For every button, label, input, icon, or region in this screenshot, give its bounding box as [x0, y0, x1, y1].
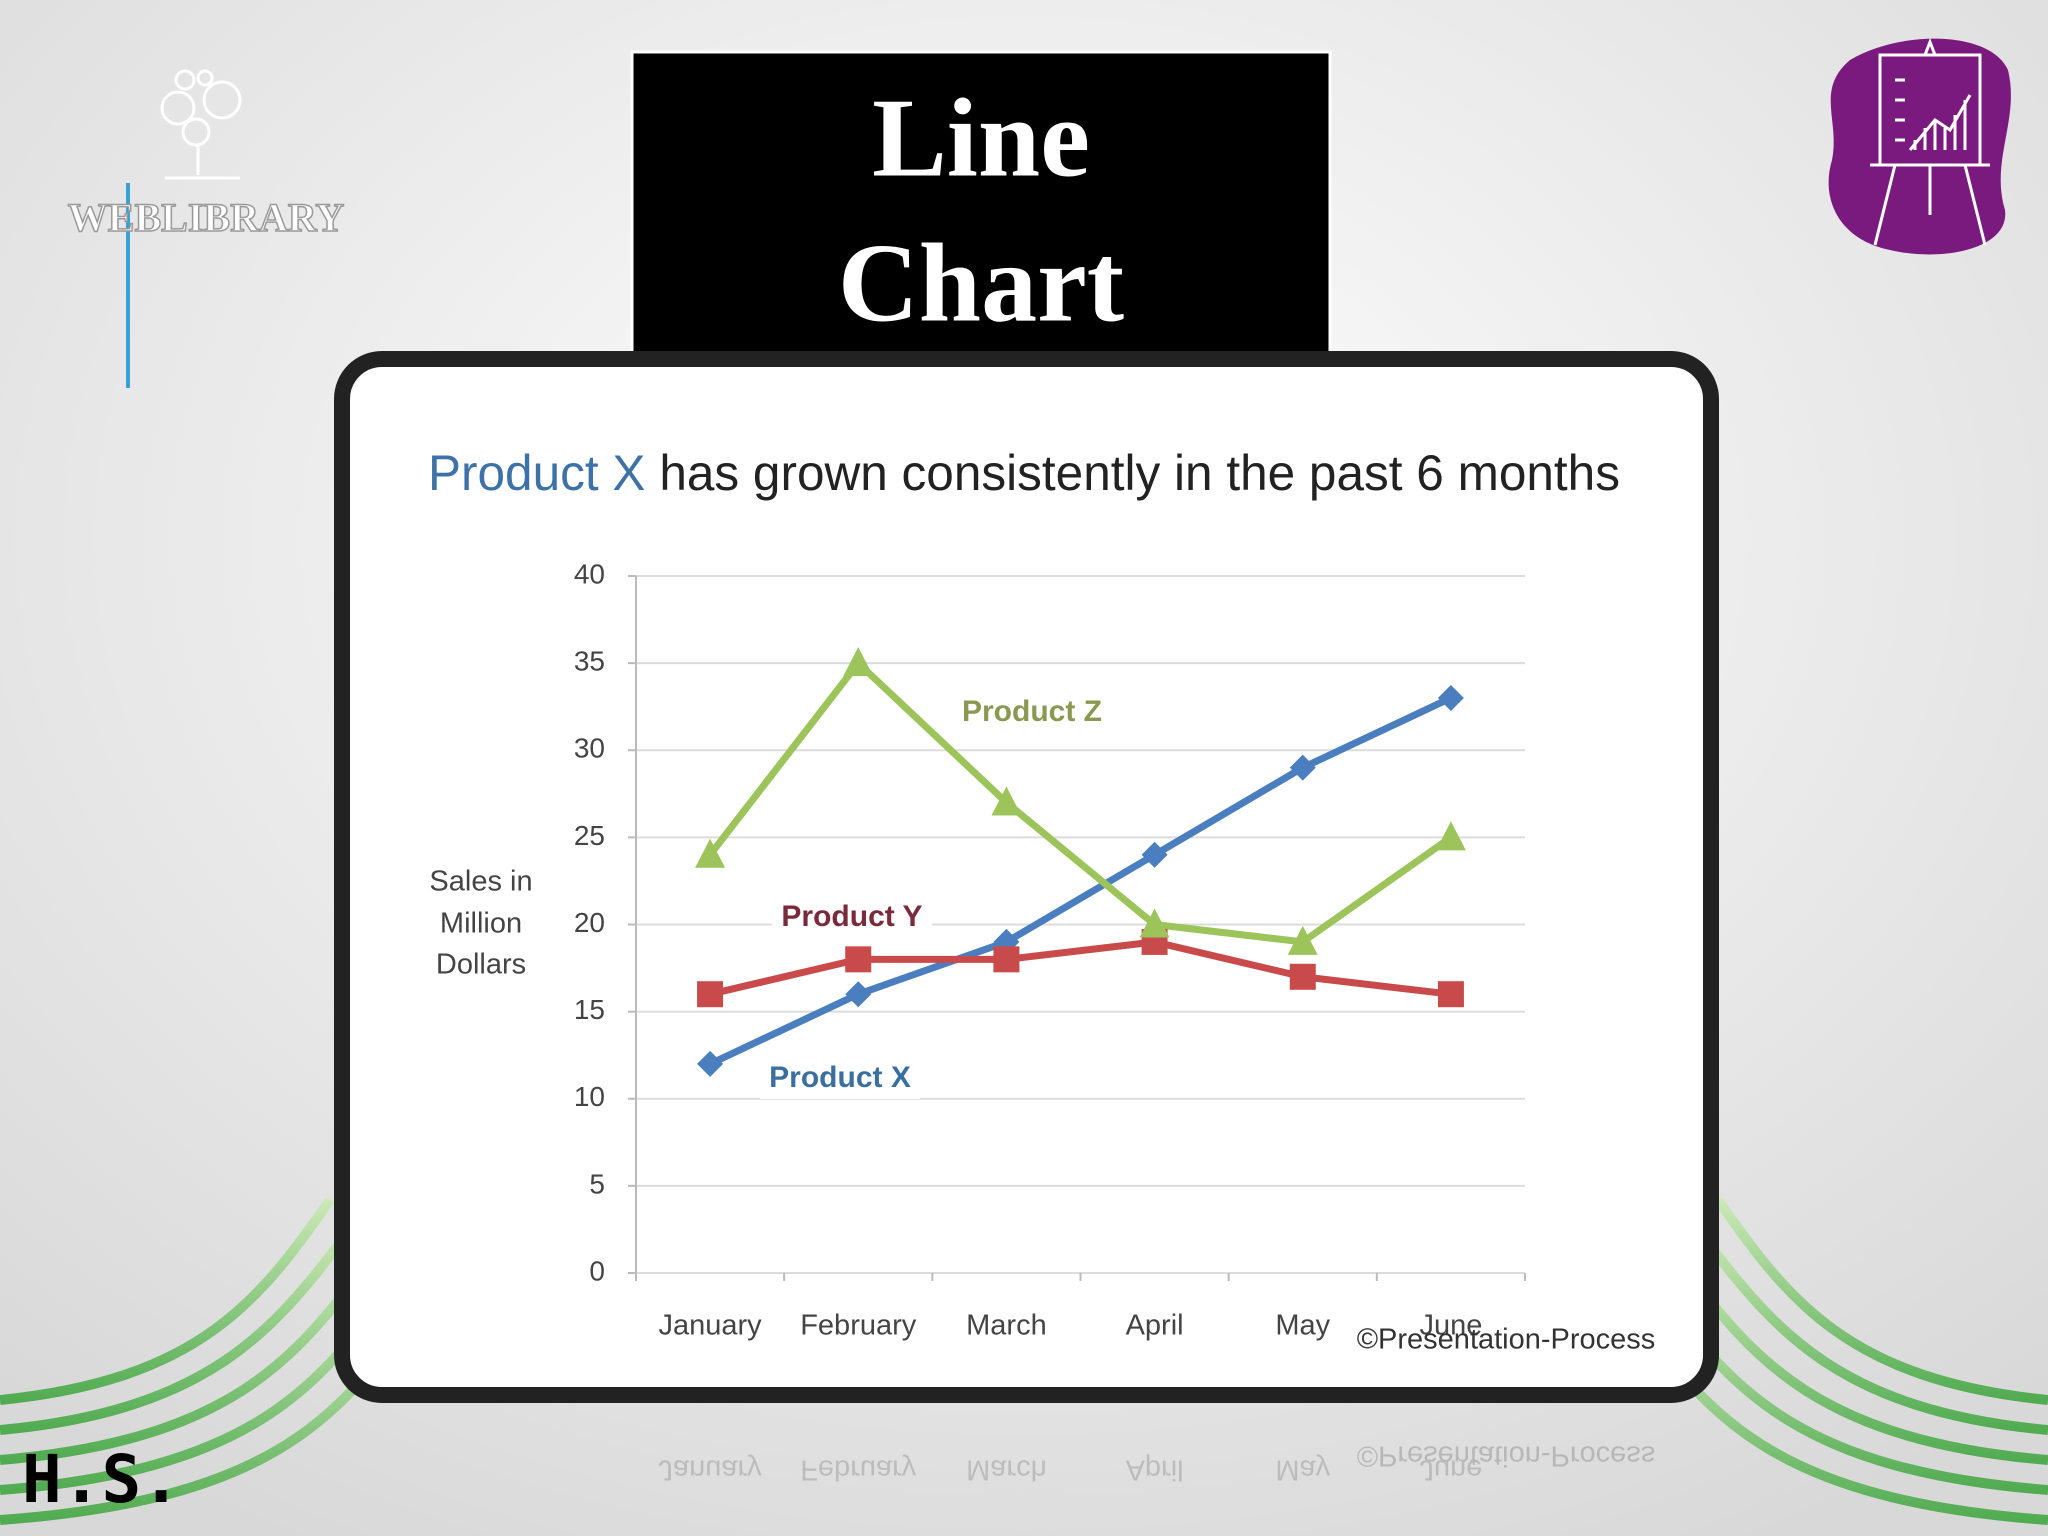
x-tick-label: April	[1126, 1310, 1184, 1342]
x-tick-label-reflection: April	[1126, 1453, 1184, 1485]
y-axis-label: Million	[440, 908, 522, 940]
marker	[697, 981, 724, 1008]
y-tick-label: 0	[589, 1255, 605, 1286]
source-reflection: ©Presentation-Process	[1357, 1439, 1656, 1471]
series-label-bg	[760, 1059, 920, 1099]
y-tick-label: 10	[574, 1081, 605, 1112]
series-label: Product Y	[781, 900, 922, 933]
reflection: January February March April May June©Present…	[658, 1439, 1655, 1485]
x-tick-label-reflection: May	[1275, 1453, 1330, 1485]
y-axis-label: Dollars	[436, 949, 526, 981]
marker	[993, 946, 1020, 973]
y-axis-label: Sales in	[429, 866, 532, 898]
marker	[843, 647, 874, 677]
x-tick-label: June	[1419, 1310, 1482, 1342]
marker	[1139, 908, 1170, 938]
y-tick-label: 35	[574, 646, 605, 677]
signature: H.S.	[22, 1441, 181, 1518]
chart-card	[334, 351, 1719, 1403]
chart-title-rest: has grown consistently in the past 6 mon…	[659, 445, 1620, 501]
y-tick-label: 5	[589, 1168, 605, 1199]
chart-title-highlight: Product X	[428, 445, 645, 501]
logo-icon	[160, 69, 242, 180]
series-label: Product X	[769, 1061, 911, 1094]
y-tick-label: 30	[574, 733, 605, 764]
x-tick-label: February	[800, 1310, 917, 1342]
marker	[1437, 684, 1464, 711]
x-tick-label: May	[1275, 1310, 1330, 1342]
marker	[1287, 925, 1318, 955]
marker	[1141, 841, 1168, 868]
marker	[845, 981, 872, 1008]
slide-title-line: Chart	[838, 222, 1124, 346]
series-label-bg	[772, 898, 932, 938]
marker	[1435, 821, 1466, 851]
slide-title-line: Line	[872, 77, 1090, 201]
series-label: Product Z	[962, 695, 1102, 728]
marker	[845, 946, 872, 973]
marker	[1437, 981, 1464, 1008]
marker	[695, 838, 726, 868]
x-tick-label: January	[658, 1310, 762, 1342]
marker	[1289, 963, 1316, 990]
source-credit: ©Presentation-Process	[1357, 1324, 1656, 1356]
y-tick-label: 25	[574, 820, 605, 851]
x-tick-label-reflection: June	[1419, 1453, 1482, 1485]
marker	[1289, 754, 1316, 781]
series-label-bg	[952, 693, 1112, 733]
marker	[991, 786, 1022, 816]
series-line	[709, 938, 1452, 998]
marker	[697, 1050, 724, 1077]
x-tick-label-reflection: March	[966, 1453, 1047, 1485]
x-tick-label-reflection: January	[658, 1453, 762, 1485]
y-tick-label: 15	[574, 994, 605, 1025]
easel-icon	[1828, 37, 2011, 255]
x-tick-label-reflection: February	[800, 1453, 917, 1485]
logo-text: WEBLIBRARY	[68, 195, 345, 240]
series-line	[707, 659, 1453, 946]
title-box	[630, 50, 1332, 372]
y-tick-label: 20	[574, 907, 605, 938]
series-line	[708, 694, 1453, 1068]
x-tick-label: March	[966, 1310, 1047, 1342]
y-tick-label: 40	[574, 558, 605, 589]
plot: 0 5 10 15 20 25 30 35 40 January February March Apri…	[574, 558, 1526, 1342]
